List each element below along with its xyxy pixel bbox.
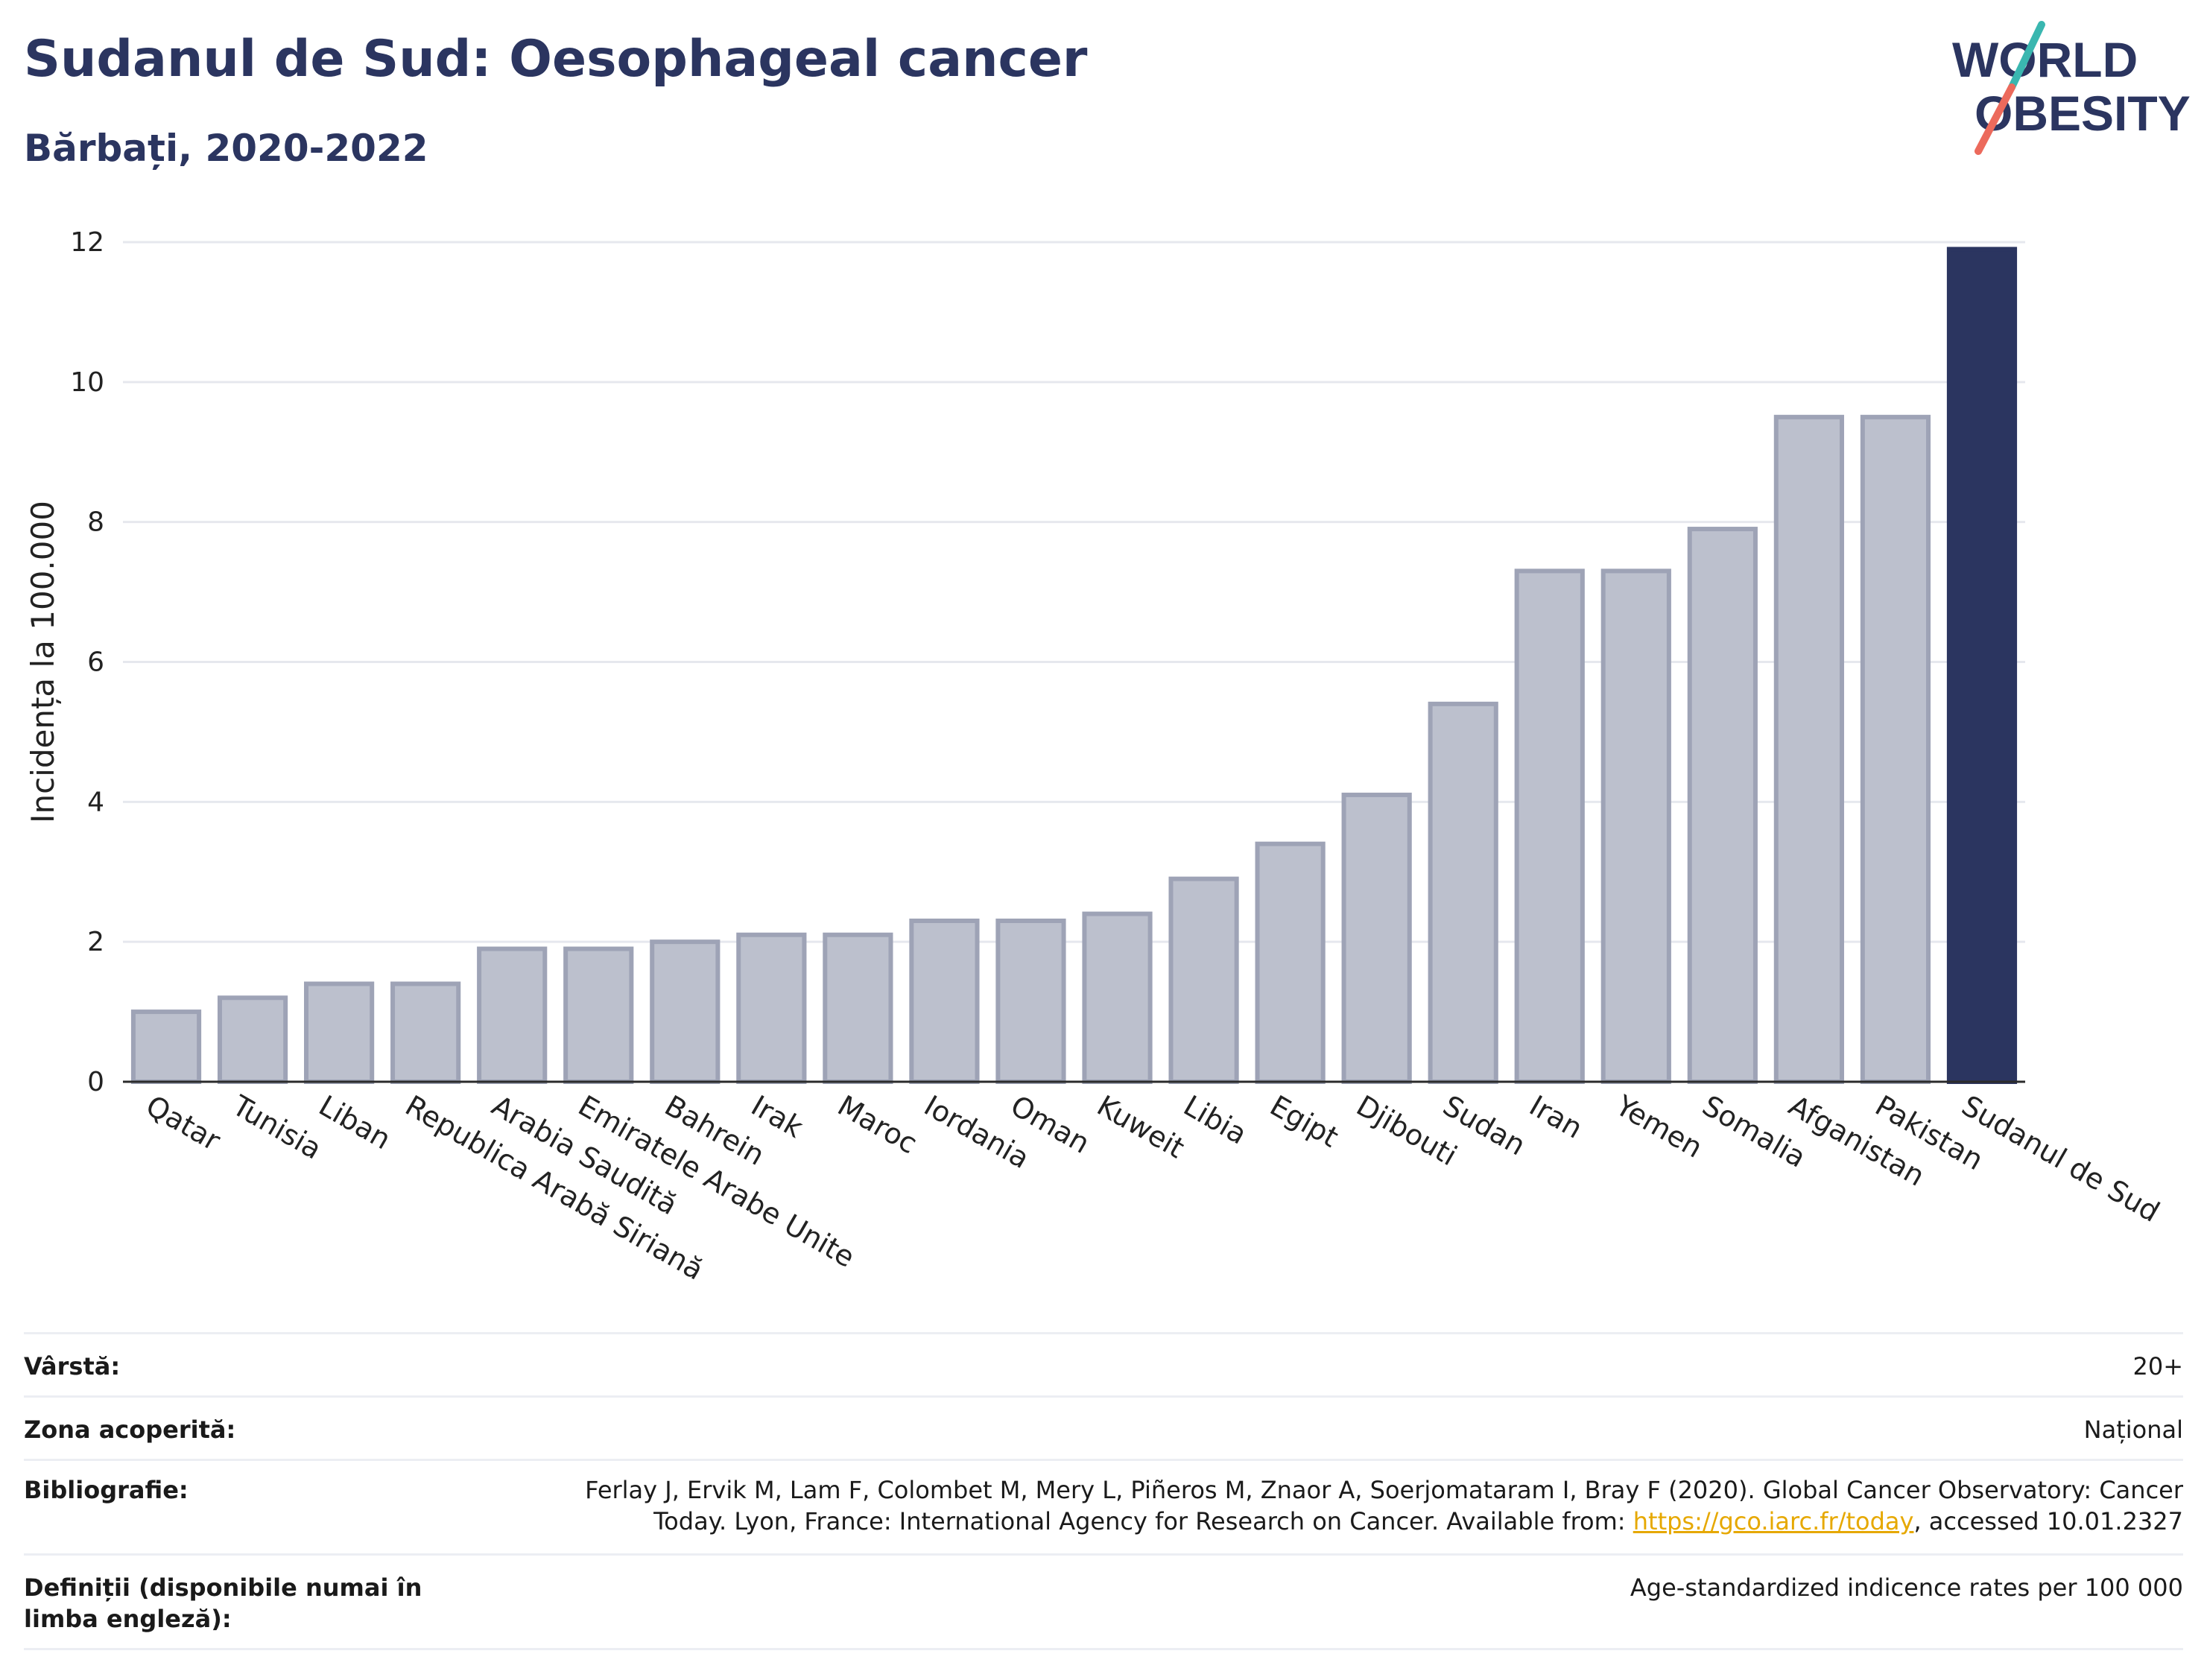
meta-biblio-link[interactable]: https://gco.iarc.fr/today bbox=[1633, 1507, 1914, 1535]
bar-tunisia bbox=[217, 995, 288, 1085]
x-tick-label: Sudanul de Sud bbox=[1956, 1089, 2165, 1229]
bar-somalia bbox=[1687, 527, 1758, 1084]
y-tick-label: 12 bbox=[70, 227, 104, 258]
chart-subtitle: Bărbați, 2020-2022 bbox=[24, 127, 428, 170]
logo-text-world: WORLD bbox=[1952, 32, 2138, 87]
x-tick-label: Tunisia bbox=[227, 1088, 327, 1166]
bar-sudan bbox=[1428, 701, 1498, 1084]
y-tick-label: 10 bbox=[70, 367, 104, 398]
meta-age-value: 20+ bbox=[2132, 1352, 2183, 1381]
bars bbox=[130, 247, 2018, 1085]
x-tick-label: Djibouti bbox=[1351, 1089, 1463, 1173]
bar-afganistan bbox=[1773, 414, 1844, 1084]
meta-biblio-line2: Today. Lyon, France: International Agenc… bbox=[585, 1506, 2183, 1537]
meta-biblio-line2-post: , accessed 10.01.2327 bbox=[1913, 1507, 2183, 1535]
meta-biblio-line1: Ferlay J, Ervik M, Lam F, Colombet M, Me… bbox=[585, 1476, 2183, 1504]
meta-def-label: Definiții (disponibile numai în limba en… bbox=[24, 1573, 422, 1633]
y-tick-label: 0 bbox=[87, 1067, 104, 1097]
bar-djibouti bbox=[1341, 792, 1412, 1084]
y-tick-label: 8 bbox=[87, 507, 104, 538]
meta-area-value: Național bbox=[2083, 1416, 2183, 1444]
bar-kuweit bbox=[1082, 911, 1153, 1084]
meta-def-value: Age-standardized indicence rates per 100… bbox=[1630, 1573, 2183, 1602]
meta-row-area: Zona acoperită: Național bbox=[24, 1395, 2183, 1459]
meta-row-age: Vârstă: 20+ bbox=[24, 1332, 2183, 1395]
logo-slash-teal bbox=[2008, 21, 2045, 91]
y-tick-label: 6 bbox=[87, 647, 104, 678]
bar-irak bbox=[736, 932, 807, 1085]
bar-pakistan bbox=[1860, 414, 1931, 1084]
bar-oman bbox=[995, 918, 1066, 1084]
x-tick-label: Yemen bbox=[1609, 1088, 1708, 1164]
y-axis-title: Incidența la 100.000 bbox=[25, 501, 61, 823]
bar-iran bbox=[1514, 568, 1585, 1084]
bar-yemen bbox=[1600, 568, 1671, 1084]
meta-age-label: Vârstă: bbox=[24, 1352, 121, 1381]
gridlines bbox=[123, 241, 2025, 943]
x-tick-label: Kuweit bbox=[1092, 1089, 1190, 1165]
x-tick-label: Liban bbox=[314, 1089, 396, 1156]
x-tick-label: Qatar bbox=[141, 1089, 227, 1158]
meta-biblio-line2-pre: Today. Lyon, France: International Agenc… bbox=[653, 1507, 1633, 1535]
y-tick-label: 2 bbox=[87, 927, 104, 957]
bar-iordania bbox=[909, 918, 980, 1084]
y-axis-ticks: 0 2 4 6 8 10 12 bbox=[70, 227, 104, 1097]
bar-liban bbox=[304, 981, 375, 1085]
bar-arabia-saudit- bbox=[477, 946, 548, 1085]
metadata-table: Vârstă: 20+ Zona acoperită: Național Bib… bbox=[24, 1332, 2183, 1650]
meta-row-definitions: Definiții (disponibile numai în limba en… bbox=[24, 1553, 2183, 1650]
bar-maroc bbox=[823, 932, 893, 1085]
bar-qatar bbox=[130, 1009, 202, 1085]
meta-biblio-value: Ferlay J, Ervik M, Lam F, Colombet M, Me… bbox=[585, 1461, 2183, 1537]
meta-row-bibliography: Bibliografie: Ferlay J, Ervik M, Lam F, … bbox=[24, 1459, 2183, 1553]
x-tick-label: Libia bbox=[1178, 1089, 1253, 1151]
y-tick-label: 4 bbox=[87, 787, 104, 817]
bar-sudanul-de-sud bbox=[1946, 247, 2018, 1084]
meta-area-label: Zona acoperită: bbox=[24, 1416, 236, 1444]
bar-republica-arab-sirian- bbox=[390, 981, 461, 1085]
x-tick-label: Maroc bbox=[832, 1089, 923, 1161]
meta-biblio-label: Bibliografie: bbox=[24, 1476, 189, 1504]
bar-emiratele-arabe-unite bbox=[563, 946, 634, 1085]
x-tick-label: Iran bbox=[1524, 1089, 1588, 1145]
chart-title: Sudanul de Sud: Oesophageal cancer bbox=[24, 30, 1088, 89]
bar-egipt bbox=[1255, 841, 1326, 1085]
world-obesity-logo: WORLD OBESITY bbox=[1952, 21, 2191, 155]
bar-libia bbox=[1168, 876, 1239, 1084]
logo-slash-coral bbox=[1975, 83, 2015, 155]
x-tick-label: Egipt bbox=[1264, 1089, 1344, 1154]
bar-bahrein bbox=[650, 939, 721, 1084]
